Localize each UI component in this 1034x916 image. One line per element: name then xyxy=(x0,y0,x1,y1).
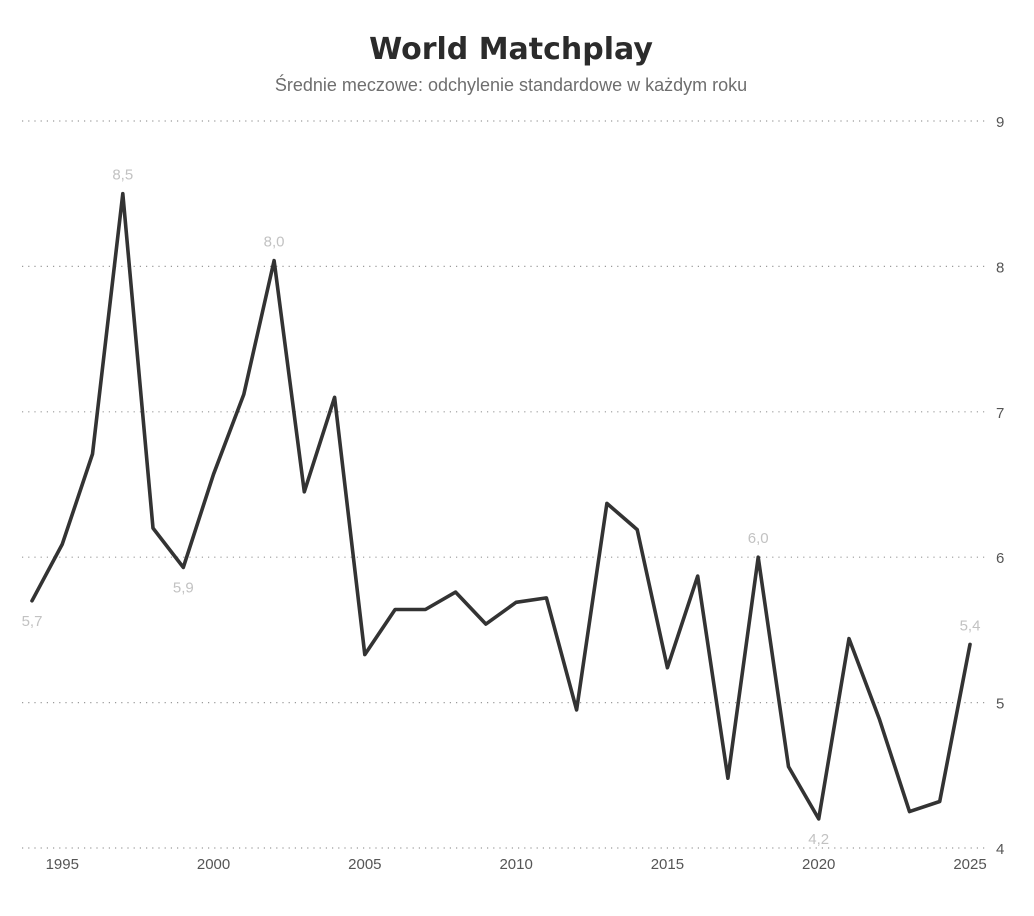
data-label-1997: 8,5 xyxy=(112,167,133,184)
data-labels: 5,7 8,5 5,9 8,0 6,0 4,2 5,4 xyxy=(22,167,981,848)
y-tick-label-9: 9 xyxy=(996,114,1004,131)
data-label-2002: 8,0 xyxy=(264,234,285,251)
x-tick-label-2015: 2015 xyxy=(651,856,684,873)
data-label-2025: 5,4 xyxy=(960,617,981,634)
y-tick-label-7: 7 xyxy=(996,405,1004,422)
x-tick-label-2010: 2010 xyxy=(499,856,532,873)
y-axis-ticks: 4 5 6 7 8 9 xyxy=(996,114,1004,858)
data-label-2018: 6,0 xyxy=(748,530,769,547)
x-tick-label-2000: 2000 xyxy=(197,856,230,873)
x-tick-label-1995: 1995 xyxy=(46,856,79,873)
data-label-1994: 5,7 xyxy=(22,613,43,630)
x-axis-ticks: 1995 2000 2005 2010 2015 2020 2025 xyxy=(46,856,987,873)
chart-subtitle: Średnie meczowe: odchylenie standardowe … xyxy=(275,74,747,95)
data-label-1999: 5,9 xyxy=(173,579,194,596)
y-tick-label-6: 6 xyxy=(996,550,1004,567)
y-tick-label-4: 4 xyxy=(996,841,1004,858)
y-tick-label-8: 8 xyxy=(996,259,1004,276)
gridlines xyxy=(22,120,988,849)
series-line xyxy=(30,191,972,821)
y-tick-label-5: 5 xyxy=(996,696,1004,713)
chart-title: World Matchplay xyxy=(369,32,653,67)
x-tick-label-2020: 2020 xyxy=(802,856,835,873)
x-tick-label-2025: 2025 xyxy=(953,856,986,873)
data-label-2020: 4,2 xyxy=(808,831,829,848)
x-tick-label-2005: 2005 xyxy=(348,856,381,873)
